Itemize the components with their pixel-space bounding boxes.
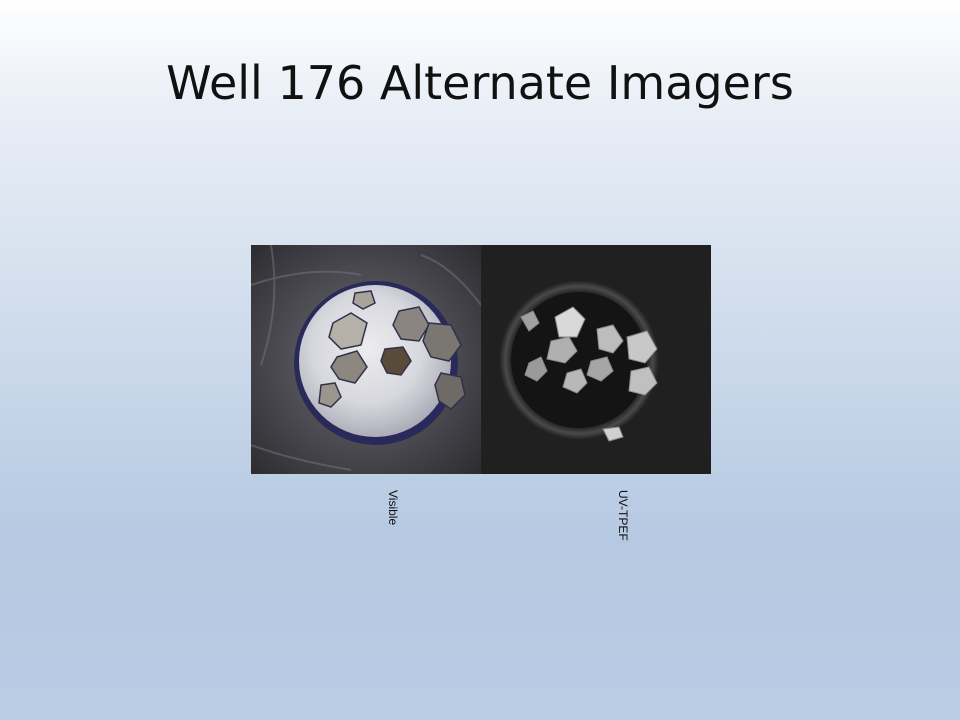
slide-title: Well 176 Alternate Imagers <box>166 56 794 110</box>
uv-tpef-crystal-image <box>481 245 711 474</box>
visible-crystal-image <box>251 245 481 474</box>
visible-caption: Visible <box>386 490 400 526</box>
uv-tpef-caption: UV-TPEF <box>616 490 630 541</box>
